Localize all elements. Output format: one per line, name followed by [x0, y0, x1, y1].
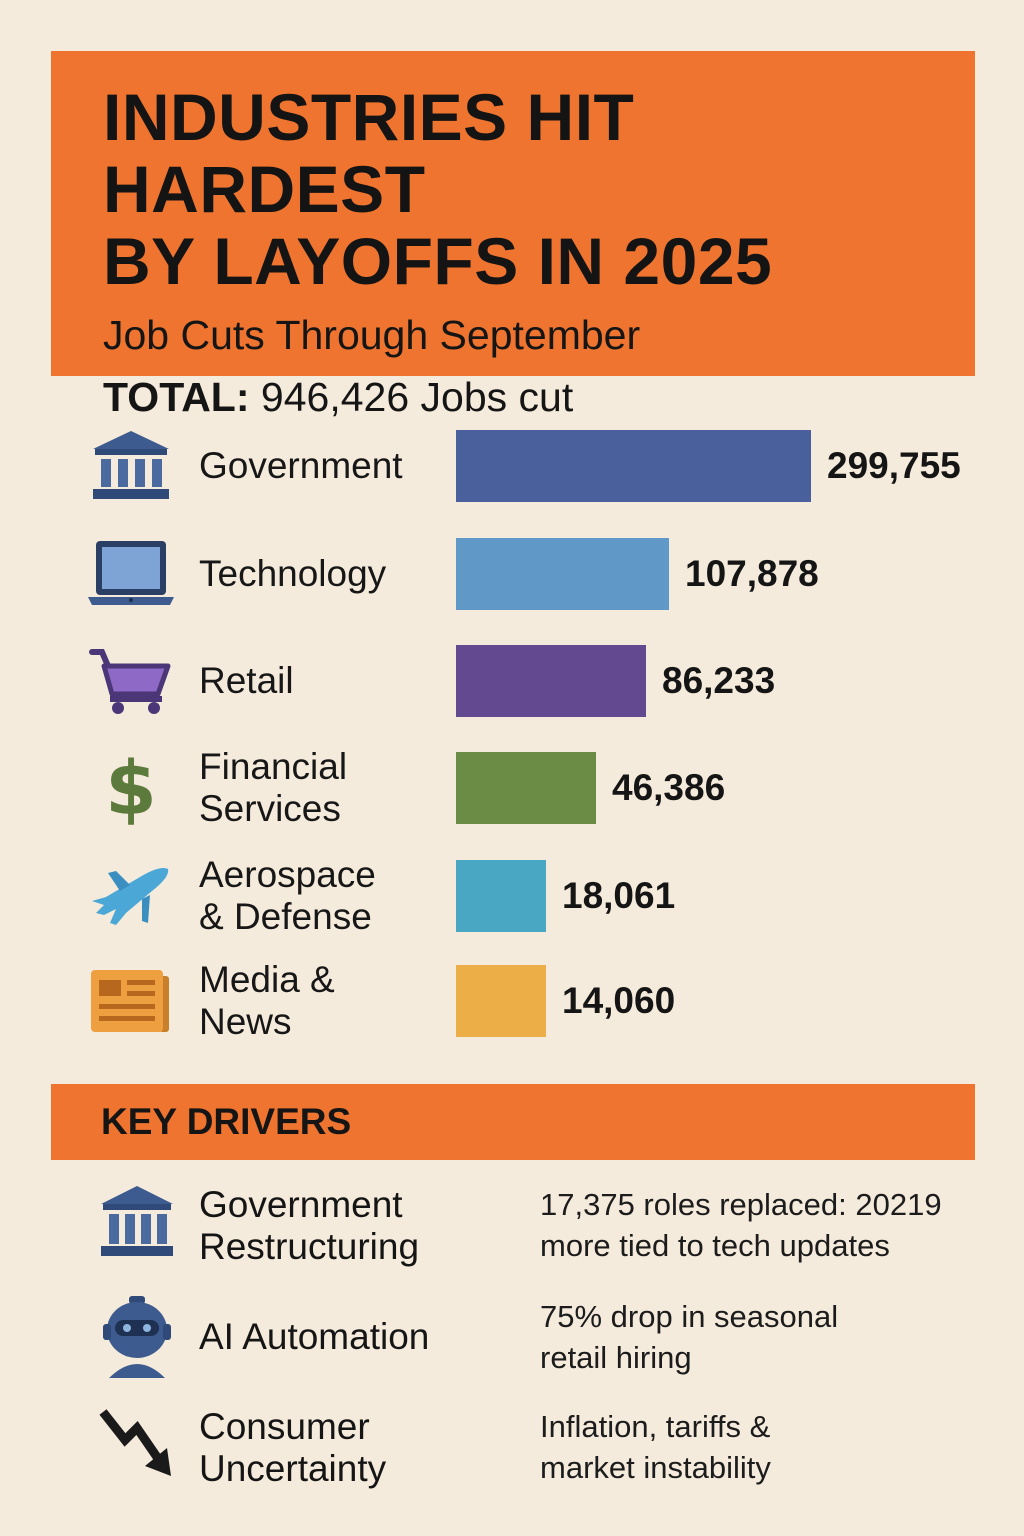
- category-label-line: Retail: [199, 660, 294, 701]
- data-label: 86,233: [662, 660, 776, 701]
- driver-label: AI Automation: [199, 1316, 429, 1358]
- driver-label-line: Restructuring: [199, 1226, 420, 1267]
- newspaper-icon: [86, 965, 176, 1037]
- driver-label: Government Restructuring: [199, 1184, 419, 1268]
- header-banner: INDUSTRIES HIT HARDEST BY LAYOFFS IN 202…: [51, 51, 975, 420]
- laptop-icon: [86, 538, 176, 610]
- driver-label-line: Consumer: [199, 1406, 370, 1447]
- page-title: INDUSTRIES HIT HARDEST BY LAYOFFS IN 202…: [103, 81, 923, 297]
- category-label-line: Aerospace: [199, 854, 376, 895]
- total-value: 946,426 Jobs cut: [260, 374, 574, 420]
- category-label-line: Media &: [199, 959, 335, 1000]
- driver-desc-line: 17,375 roles replaced: 20219: [540, 1187, 942, 1222]
- driver-description: 17,375 roles replaced: 20219 more tied t…: [540, 1184, 980, 1266]
- bar: [456, 860, 546, 932]
- bank-icon: [92, 1184, 182, 1260]
- title-line-2: BY LAYOFFS IN 2025: [103, 224, 773, 298]
- driver-label: Consumer Uncertainty: [199, 1406, 386, 1490]
- category-label: Media & News: [199, 959, 335, 1043]
- bank-icon: [86, 430, 176, 502]
- category-label-line: & Defense: [199, 896, 372, 937]
- data-label: 299,755: [827, 445, 961, 486]
- category-label: Government: [199, 445, 403, 487]
- category-label-line: Services: [199, 788, 341, 829]
- driver-label-line: Uncertainty: [199, 1448, 387, 1489]
- total-line: TOTAL: 946,426 Jobs cut: [103, 373, 923, 421]
- key-drivers-heading: KEY DRIVERS: [51, 1084, 975, 1160]
- bar: [456, 645, 646, 717]
- bar: [456, 752, 596, 824]
- category-label-line: News: [199, 1001, 292, 1042]
- data-label: 18,061: [562, 875, 676, 916]
- driver-description: 75% drop in seasonal retail hiring: [540, 1296, 980, 1378]
- category-label: Financial Services: [199, 746, 347, 830]
- title-line-1: INDUSTRIES HIT HARDEST: [103, 80, 635, 226]
- chart-row: $ Financial Services 46,386: [0, 746, 1024, 829]
- bar: [456, 538, 669, 610]
- airplane-icon: [86, 860, 176, 932]
- driver-description: Inflation, tariffs & market instability: [540, 1406, 980, 1488]
- chart-row: Media & News 14,060: [0, 959, 1024, 1042]
- driver-label-line: Government: [199, 1184, 403, 1225]
- svg-text:$: $: [106, 748, 156, 828]
- category-label: Aerospace & Defense: [199, 854, 376, 938]
- driver-label-line: AI Automation: [199, 1316, 430, 1357]
- dollar-icon: $: [86, 748, 176, 828]
- chart-row: Aerospace & Defense 18,061: [0, 854, 1024, 937]
- cart-icon: [86, 645, 176, 717]
- total-label: TOTAL:: [103, 374, 250, 420]
- bar: [456, 430, 811, 502]
- chart-row: Government 299,755: [0, 430, 1024, 502]
- chart-row: Technology 107,878: [0, 538, 1024, 610]
- robot-icon: [92, 1296, 182, 1378]
- driver-desc-line: 75% drop in seasonal: [540, 1299, 839, 1334]
- subtitle: Job Cuts Through September: [103, 312, 641, 358]
- bar: [456, 965, 546, 1037]
- trend-down-icon: [92, 1406, 182, 1482]
- category-label: Technology: [199, 553, 386, 595]
- category-label-line: Financial: [199, 746, 348, 787]
- category-label-line: Technology: [199, 553, 387, 594]
- data-label: 46,386: [612, 767, 726, 808]
- chart-row: Retail 86,233: [0, 645, 1024, 717]
- driver-desc-line: more tied to tech updates: [540, 1228, 890, 1263]
- driver-desc-line: retail hiring: [540, 1340, 692, 1375]
- category-label: Retail: [199, 660, 294, 702]
- data-label: 14,060: [562, 980, 676, 1021]
- driver-desc-line: Inflation, tariffs &: [540, 1409, 771, 1444]
- driver-desc-line: market instability: [540, 1450, 771, 1485]
- category-label-line: Government: [199, 445, 403, 486]
- data-label: 107,878: [685, 553, 819, 594]
